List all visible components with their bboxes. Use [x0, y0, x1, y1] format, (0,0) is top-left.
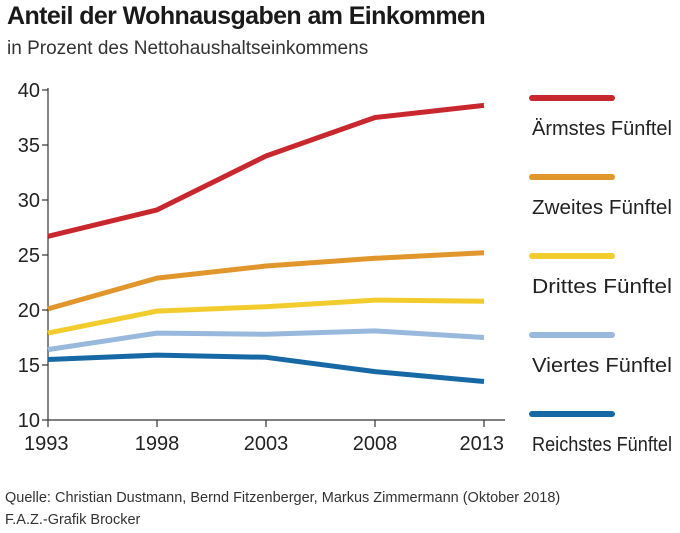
y-tick-label: 40 — [18, 80, 40, 102]
series-lines — [47, 102, 485, 384]
x-tick-label: 1993 — [24, 433, 69, 455]
y-tick-label: 15 — [18, 355, 40, 377]
legend-label: Zweites Fünftel — [532, 197, 672, 219]
x-tick-label: 2003 — [244, 433, 289, 455]
graphic-credit: F.A.Z.-Grafik Brocker — [5, 512, 141, 528]
legend: Ärmstes Fünftel Zweites Fünftel Drittes Fü… — [529, 95, 672, 456]
x-tick-label: 1998 — [135, 433, 180, 455]
x-ticks: 1993 1998 2003 2008 2013 — [24, 420, 504, 455]
y-tick-label: 25 — [18, 245, 40, 267]
legend-label: Ärmstes Fünftel — [532, 118, 672, 140]
y-tick-label: 35 — [18, 135, 40, 157]
series-line-5 — [47, 352, 485, 384]
series-line-1 — [47, 102, 485, 239]
x-tick-label: 2008 — [353, 433, 398, 455]
y-axis: 10 15 20 25 30 35 40 — [18, 80, 49, 432]
legend-label: Viertes Fünftel — [532, 355, 672, 377]
legend-label: Reichstes Fünftel — [532, 434, 672, 456]
chart-subtitle: in Prozent des Nettohaushaltseinkommens — [7, 38, 369, 59]
x-axis: 1993 1998 2003 2008 2013 — [24, 419, 505, 455]
y-tick-label: 30 — [18, 190, 40, 212]
y-ticks: 10 15 20 25 30 35 40 — [18, 80, 48, 432]
y-tick-label: 20 — [18, 300, 40, 322]
y-tick-label: 10 — [18, 410, 40, 432]
legend-label: Drittes Fünftel — [532, 276, 672, 298]
x-tick-label: 2013 — [460, 433, 505, 455]
series-line-2 — [47, 250, 485, 312]
series-line-4 — [47, 328, 485, 353]
chart-title: Anteil der Wohnausgaben am Einkommen — [7, 2, 486, 30]
source-note: Quelle: Christian Dustmann, Bernd Fitzen… — [5, 490, 561, 506]
series-line-3 — [47, 297, 485, 336]
